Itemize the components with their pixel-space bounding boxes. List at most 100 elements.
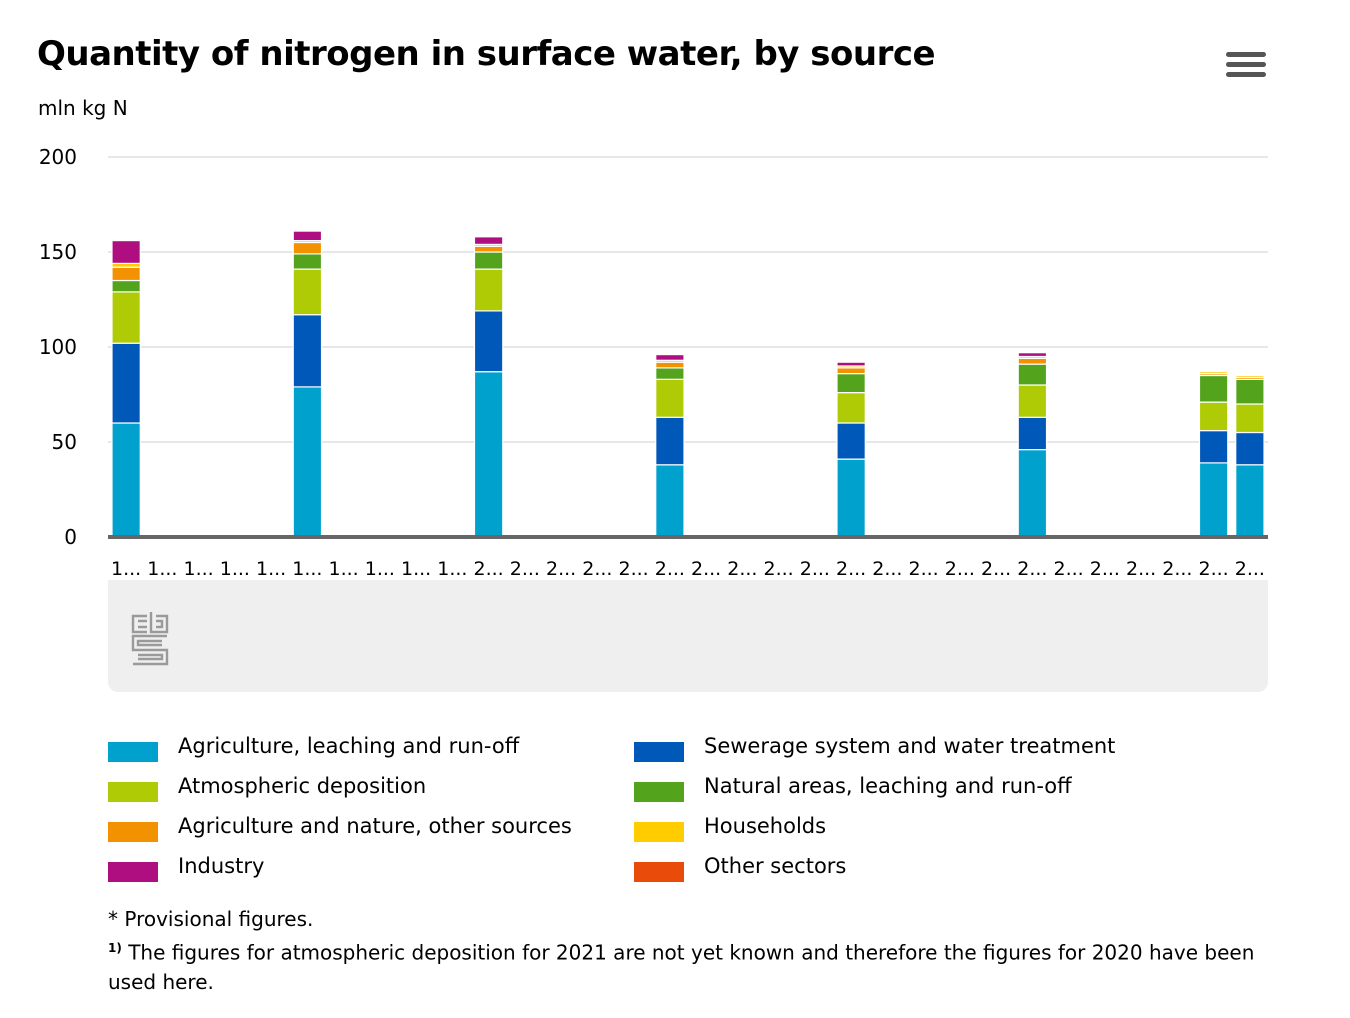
x-tick-label: 2... <box>546 558 576 580</box>
y-tick-label: 200 <box>39 145 77 169</box>
x-tick-label: 2... <box>800 558 830 580</box>
legend-label: Agriculture, leaching and run-off <box>178 734 520 758</box>
x-tick-label: 1... <box>329 558 359 580</box>
bar-segment[interactable] <box>836 392 866 424</box>
bar-segment[interactable] <box>473 310 504 373</box>
bar-segment[interactable] <box>655 416 685 466</box>
legend-swatch <box>634 782 684 802</box>
bar-segment[interactable] <box>655 354 685 361</box>
bar-segment[interactable] <box>836 367 866 375</box>
bar-segment[interactable] <box>292 230 323 242</box>
x-tick-label: 2... <box>1199 558 1229 580</box>
y-tick-label: 100 <box>39 335 77 359</box>
bar-segment[interactable] <box>1017 352 1048 358</box>
hamburger-menu-icon[interactable] <box>1226 52 1266 86</box>
x-tick-label: 2... <box>981 558 1011 580</box>
bar-segment[interactable] <box>1235 374 1265 378</box>
cbs-logo-icon <box>131 612 169 666</box>
legend-swatch <box>108 862 158 882</box>
legend-label: Agriculture and nature, other sources <box>178 814 572 838</box>
x-tick-label: 2... <box>619 558 649 580</box>
x-tick-label: 2... <box>691 558 721 580</box>
bar-segment[interactable] <box>292 253 323 270</box>
chart-title: Quantity of nitrogen in surface water, b… <box>37 34 936 74</box>
legend-label: Industry <box>178 854 265 878</box>
x-tick-label: 2... <box>1162 558 1192 580</box>
x-tick-label: 2... <box>582 558 612 580</box>
bar-segment[interactable] <box>1198 430 1229 464</box>
bar-segment[interactable] <box>1017 416 1048 451</box>
x-tick-label: 2... <box>945 558 975 580</box>
bar-segment[interactable] <box>292 268 323 316</box>
notes: * Provisional figures. 1) The figures fo… <box>108 905 1268 997</box>
grid-lines <box>108 156 1268 443</box>
legend-label: Sewerage system and water treatment <box>704 734 1116 758</box>
legend-label: Atmospheric deposition <box>178 774 427 798</box>
x-tick-label: 1... <box>401 558 431 580</box>
bar-segment[interactable] <box>473 371 504 538</box>
bar-segment[interactable] <box>292 314 323 388</box>
footnote: 1) The figures for atmospheric depositio… <box>108 934 1268 997</box>
x-tick-label: 2... <box>1017 558 1047 580</box>
x-tick-label: 1... <box>220 558 250 580</box>
x-tick-label: 2... <box>1054 558 1084 580</box>
x-tick-label: 2... <box>1235 558 1265 580</box>
legend-swatch <box>634 862 684 882</box>
bar-segment[interactable] <box>1235 378 1265 405</box>
bar-segment[interactable] <box>1198 374 1229 403</box>
bar-segment[interactable] <box>1198 462 1229 538</box>
bar-segment[interactable] <box>473 236 504 246</box>
x-tick-label: 1... <box>292 558 322 580</box>
bar-segment[interactable] <box>836 373 866 394</box>
bar-segment[interactable] <box>1017 357 1048 365</box>
footnote-text: The figures for atmospheric deposition f… <box>108 940 1255 994</box>
bar-segment[interactable] <box>1235 464 1265 538</box>
x-tick-label: 2... <box>655 558 685 580</box>
legend-swatch <box>634 822 684 842</box>
bar-segment[interactable] <box>1198 371 1229 375</box>
bar-segment[interactable] <box>473 245 504 253</box>
bar-segment[interactable] <box>111 291 141 344</box>
bar-segment[interactable] <box>1017 449 1048 538</box>
bar-segment[interactable] <box>292 386 323 538</box>
bar-segment[interactable] <box>655 378 685 418</box>
bar-segment[interactable] <box>1235 403 1265 434</box>
bar-segment[interactable] <box>655 367 685 380</box>
legend-swatch <box>108 782 158 802</box>
bar-segment[interactable] <box>473 268 504 312</box>
bar-segment[interactable] <box>292 241 323 255</box>
bar-segment[interactable] <box>655 361 685 369</box>
bar-segment[interactable] <box>1017 384 1048 418</box>
legend-swatch <box>108 742 158 762</box>
x-tick-label: 1... <box>111 558 141 580</box>
bar-segment[interactable] <box>1198 401 1229 432</box>
x-tick-label: 2... <box>510 558 540 580</box>
x-tick-label: 2... <box>872 558 902 580</box>
bar-segment[interactable] <box>111 266 141 282</box>
bar-segment[interactable] <box>111 240 141 265</box>
footnote-marker: 1) <box>108 941 122 955</box>
bar-segment[interactable] <box>1235 431 1265 466</box>
bar-segment[interactable] <box>836 361 866 367</box>
x-tick-label: 2... <box>764 558 794 580</box>
y-tick-label: 0 <box>64 525 77 549</box>
bar-segment[interactable] <box>111 279 141 293</box>
bar-segment[interactable] <box>1017 363 1048 386</box>
bar-segment[interactable] <box>836 422 866 460</box>
bar-segment[interactable] <box>111 342 141 424</box>
x-tick-label: 2... <box>474 558 504 580</box>
x-tick-label: 1... <box>365 558 395 580</box>
x-tick-label: 2... <box>1126 558 1156 580</box>
bar-segment[interactable] <box>111 422 141 538</box>
provisional-note: * Provisional figures. <box>108 907 314 931</box>
bars <box>111 230 1265 538</box>
legend-swatch <box>634 742 684 762</box>
bar-segment[interactable] <box>836 458 866 538</box>
x-tick-labels: 1... 1... 1... 1... 1... 1... 1... 1... 1... 1...… <box>111 558 1265 580</box>
x-tick-label: 2... <box>909 558 939 580</box>
x-tick-label: 2... <box>1090 558 1120 580</box>
bar-segment[interactable] <box>655 464 685 538</box>
bar-segment[interactable] <box>473 251 504 270</box>
legend-label: Households <box>704 814 827 838</box>
y-tick-labels: 0 50 100 150 200 <box>39 145 77 549</box>
